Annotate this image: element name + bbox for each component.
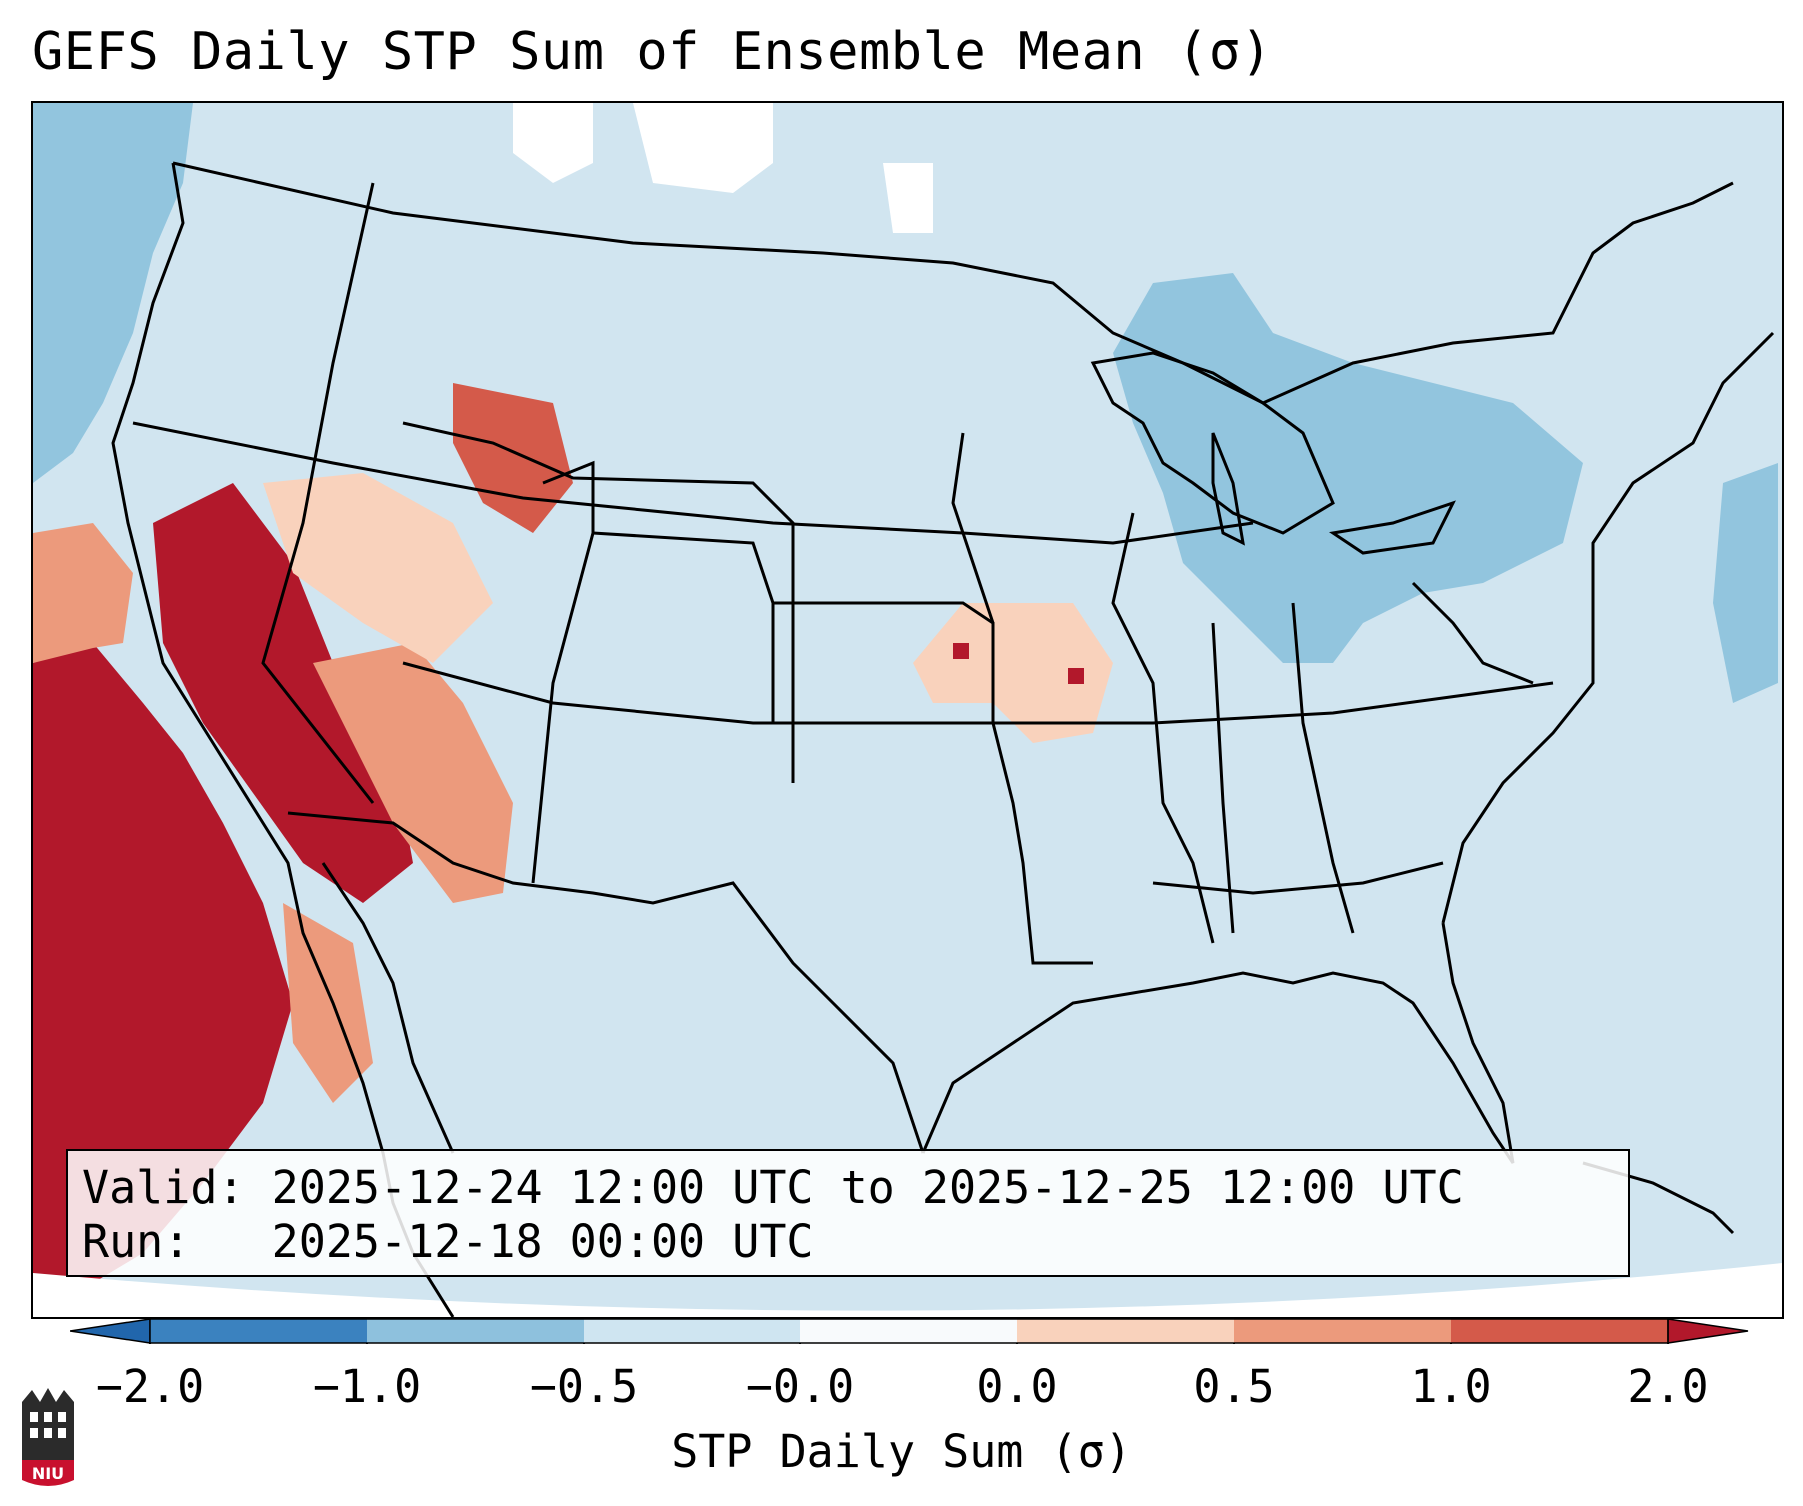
pacific-positive-area: [33, 643, 293, 1303]
rockies-positive-patch: [453, 383, 573, 533]
run-value: 2025-12-18 00:00 UTC: [271, 1215, 814, 1268]
state-line-3: [402, 421, 795, 783]
colorbar-tick-label: −0.0: [745, 1360, 855, 1413]
colorbar-segment-2: [367, 1319, 584, 1343]
us-mexico-border: [287, 811, 925, 1154]
state-line-12: [1291, 602, 1355, 934]
great-basin-positive-patch: [263, 473, 493, 663]
colorbar-segment-5: [1017, 1319, 1234, 1343]
validity-info-box: Valid: 2025-12-24 12:00 UTC to 2025-12-2…: [66, 1149, 1630, 1277]
colorbar-extend-high: [1667, 1318, 1749, 1344]
plains-positive-patch: [913, 603, 1113, 743]
map-panel: [31, 101, 1784, 1319]
state-line-4: [402, 661, 1554, 725]
state-line-7: [773, 601, 995, 723]
colorbar-tick-label: −2.0: [95, 1360, 205, 1413]
colorbar: [70, 1318, 1749, 1344]
lake-michigan: [1211, 432, 1245, 546]
pacific-negative-area: [33, 103, 193, 483]
state-line-13: [1152, 861, 1444, 895]
state-line-6: [592, 531, 775, 723]
colorbar-segment-1: [150, 1319, 367, 1343]
colorbar-tick-label: 0.5: [1193, 1360, 1275, 1413]
state-line-10: [1111, 512, 1215, 944]
colorbar-tick-label: 2.0: [1627, 1360, 1709, 1413]
atlantic-negative-patch: [1713, 463, 1778, 703]
state-line-14: [1411, 581, 1534, 685]
colorbar-segment-6: [1234, 1319, 1451, 1343]
colorbar-tick-label: −1.0: [312, 1360, 422, 1413]
colorbar-tick-label: −0.5: [529, 1360, 639, 1413]
state-line-8: [951, 432, 995, 624]
colorbar-tick-label: 1.0: [1410, 1360, 1492, 1413]
baja-coast: [321, 862, 455, 1154]
great-lakes-outline: [1090, 351, 1335, 535]
logo-text: NIU: [32, 1464, 64, 1483]
plains-strong-cell: [1068, 668, 1084, 684]
niu-logo: NIU: [22, 1388, 74, 1486]
california-positive-patch: [153, 483, 413, 903]
map-title: GEFS Daily STP Sum of Ensemble Mean (σ): [32, 22, 1273, 82]
state-line-2: [132, 421, 1254, 545]
colorbar-segment-3: [584, 1319, 800, 1343]
lake-erie: [1329, 500, 1456, 555]
colorbar-outline: [149, 1318, 1669, 1344]
state-line-9: [991, 722, 1093, 965]
colorbar-label: STP Daily Sum (σ): [671, 1425, 1132, 1478]
east-coast: [1441, 331, 1775, 924]
colorbar-extend-low: [70, 1318, 151, 1344]
projection-edge: [33, 1263, 1782, 1317]
run-label: Run:: [82, 1215, 191, 1268]
canada-neutral-patch: [513, 103, 593, 183]
colorbar-segment-4: [800, 1319, 1017, 1343]
colorbar-segment-7: [1451, 1319, 1668, 1343]
southwest-positive-patch: [313, 643, 513, 903]
plains-strong-cell-2: [953, 643, 969, 659]
us-canada-border: [172, 161, 1734, 405]
canada-neutral-patch-3: [883, 163, 933, 233]
canada-neutral-patch-2: [633, 103, 773, 193]
gulf-coast: [921, 922, 1515, 1164]
stp-map: [33, 103, 1782, 1317]
valid-row: Valid: 2025-12-24 12:00 UTC to 2025-12-2…: [82, 1161, 1614, 1215]
state-line-1: [261, 182, 375, 804]
valid-value: 2025-12-24 12:00 UTC to 2025-12-25 12:00…: [271, 1161, 1464, 1214]
pacific-light-positive: [33, 523, 133, 663]
northeast-negative-area: [1113, 273, 1583, 663]
valid-label: Valid:: [82, 1161, 245, 1214]
run-row: Run: 2025-12-18 00:00 UTC: [82, 1215, 1614, 1269]
colorbar-tick-label: 0.0: [976, 1360, 1058, 1413]
